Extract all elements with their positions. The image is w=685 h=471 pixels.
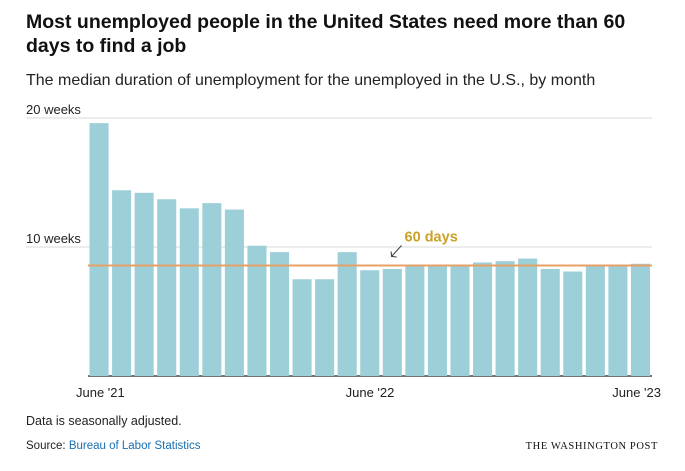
bar [427,265,447,376]
bar [269,252,290,376]
bar [202,203,222,376]
bar [157,199,177,376]
y-tick-label: 10 weeks [26,231,81,246]
axis-labels: 10 weeks 20 weeks June '21 June '22 June '23 [26,102,661,400]
source-line: Source: Bureau of Labor Statistics [26,440,201,452]
bar [473,262,493,376]
chart-title: Most unemployed people in the United Sta… [26,11,626,57]
bar [382,268,402,376]
reference-line-label: 60 days [405,229,458,245]
bar [608,265,628,376]
x-tick-label: June '22 [346,385,395,400]
bar [179,208,199,376]
x-tick-label: June '23 [612,385,661,400]
source-link[interactable]: Bureau of Labor Statistics [68,440,201,452]
bar [337,252,357,376]
bar [540,268,560,376]
reference-line-group: 60 days [88,229,652,267]
bar [89,123,109,376]
bar [247,245,267,376]
bar [292,279,312,376]
bar [405,265,425,376]
bar [112,190,132,376]
source-prefix: Source: [26,440,69,452]
chart-subtitle: The median duration of unemployment for … [26,72,596,89]
annotation-arrow [391,245,402,257]
bar [495,261,515,376]
bar [315,279,335,376]
publisher-logo: THE WASHINGTON POST [525,441,658,452]
x-tick-label: June '21 [76,385,125,400]
bar [585,266,605,376]
bar [224,209,244,376]
bar [630,263,650,376]
bar-chart: 60 days 10 weeks 20 weeks June '21 June '22… [26,102,661,400]
bar [134,192,154,376]
y-tick-label: 20 weeks [26,102,81,117]
bar [450,266,470,376]
bar [518,258,538,376]
data-note: Data is seasonally adjusted. [26,414,182,428]
bar [360,270,380,376]
annotation-arrowhead [390,251,397,258]
bar [563,271,583,376]
bars [89,123,650,376]
